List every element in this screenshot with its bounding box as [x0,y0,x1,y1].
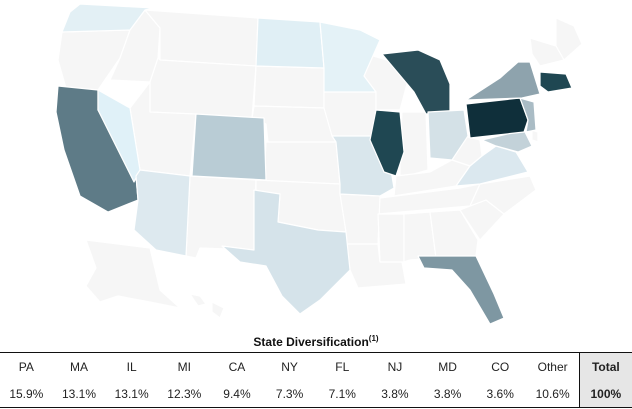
state-ms [377,213,405,263]
state-mn [319,21,381,93]
state-sd [253,65,325,109]
state-hi [189,293,225,319]
state-wy [149,57,257,119]
col-header: FL [315,352,369,381]
value-cell: 15.9% [0,381,53,408]
col-header: CO [473,352,527,381]
value-cell-total: 100% [578,381,632,408]
value-cell: 7.1% [315,381,369,408]
col-header: PA [0,352,53,381]
state-diversification-table: PA MA IL MI CA NY FL NJ MD CO Other Tota… [0,352,632,408]
us-state-map [56,3,583,325]
col-header: Other [526,352,580,381]
allocation-table: PA MA IL MI CA NY FL NJ MD CO Other Tota… [0,352,632,408]
state-oh [427,109,469,161]
value-cell: 3.8% [421,381,474,408]
value-cell: 13.1% [105,381,158,408]
value-cell: 3.6% [473,381,527,408]
value-cell: 9.4% [210,381,264,408]
state-il [369,109,405,177]
state-nd [255,17,325,69]
col-header: NY [263,352,316,381]
state-ak [85,239,181,309]
state-co [191,113,267,181]
chart-title-footnote: (1) [368,334,379,343]
col-header: NJ [368,352,422,381]
state-fl [417,255,505,325]
state-az [133,169,191,257]
state-de [531,129,539,143]
state-ks [263,141,341,185]
table-header-row: PA MA IL MI CA NY FL NJ MD CO Other Tota… [0,352,632,381]
value-cell: 3.8% [368,381,422,408]
col-header: MI [157,352,211,381]
value-cell: 7.3% [263,381,316,408]
state-nm [185,175,257,259]
value-cell: 10.6% [526,381,580,408]
table-values-row: 15.9% 13.1% 13.1% 12.3% 9.4% 7.3% 7.1% 3… [0,381,632,408]
state-mt [144,9,259,67]
state-nj [519,97,537,133]
state-ga [429,209,479,259]
state-pa [465,97,529,139]
map-svg [56,3,583,325]
col-header: CA [210,352,264,381]
col-header: MA [52,352,106,381]
state-ny [465,61,541,101]
value-cell: 13.1% [52,381,106,408]
col-header-total: Total [578,352,632,381]
state-mi [381,49,451,115]
state-in [399,111,429,179]
col-header: IL [105,352,158,381]
state-tx [221,189,351,315]
value-cell: 12.3% [157,381,211,408]
state-vt-nh [529,37,565,67]
state-la [345,243,407,289]
state-me [555,17,583,61]
chart-title: State Diversification(1) [0,334,632,349]
chart-title-text: State Diversification [253,335,369,349]
state-ma [539,71,573,93]
state-wa [61,3,155,33]
col-header: MD [421,352,474,381]
